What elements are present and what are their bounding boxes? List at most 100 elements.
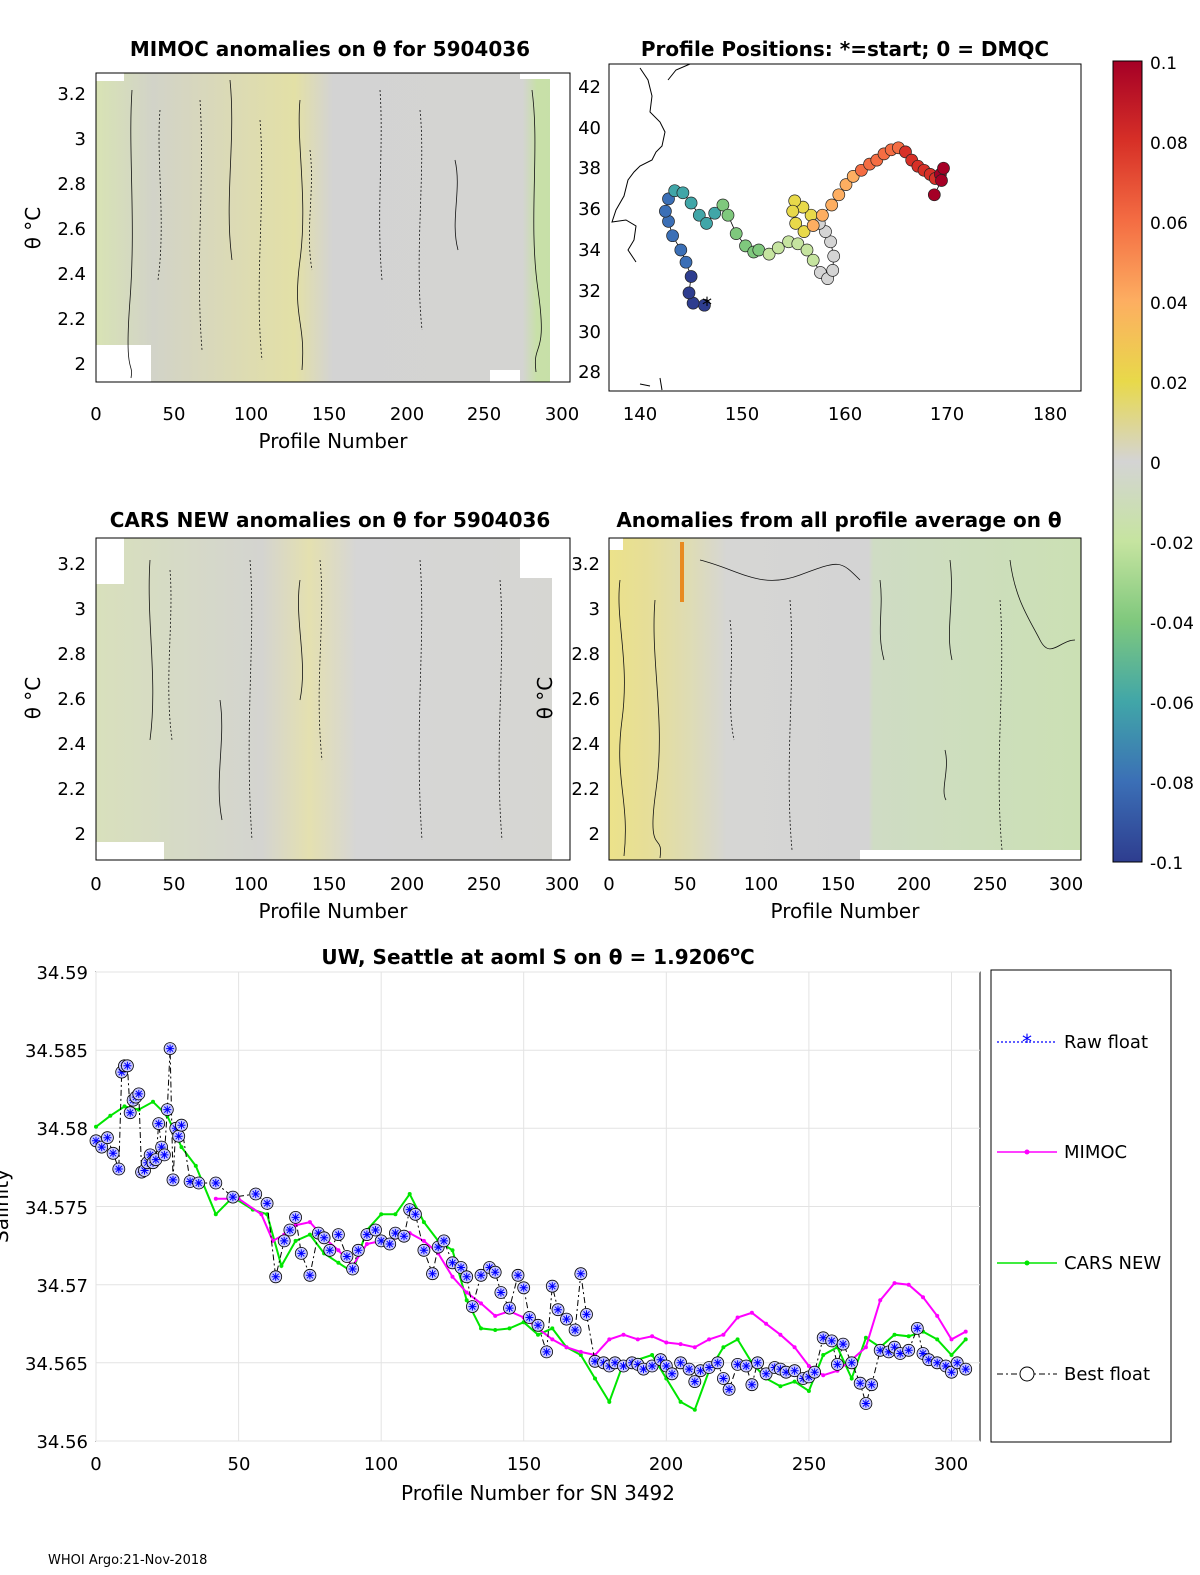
data-point-best-float: [711, 1356, 725, 1370]
profile-position-marker: [826, 264, 840, 277]
data-point-raw-float-star: [676, 1358, 685, 1367]
cb-tick: -0.04: [1150, 614, 1194, 634]
data-point-raw-float-star: [280, 1236, 289, 1245]
data-point-best-float: [175, 1118, 188, 1132]
data-point-best-float: [808, 1365, 821, 1379]
data-point-mimoc: [949, 1337, 954, 1342]
positions-y-ticks: 28 30 32 34 36 38 40 42: [578, 77, 601, 383]
data-point-mimoc: [778, 1332, 783, 1337]
data-point-best-float: [580, 1308, 593, 1321]
data-point-cars-new: [108, 1113, 113, 1118]
profile-position-marker: [935, 174, 948, 187]
cars-gaps: [96, 538, 570, 860]
data-point-raw-float-star: [696, 1366, 705, 1375]
positions-title: Profile Positions: *=start; 0 = DMQC: [641, 37, 1049, 61]
profile-position-marker: [824, 235, 837, 249]
x-tick: 0: [90, 874, 101, 895]
data-point-best-float: [121, 1059, 134, 1073]
data-point-raw-float-star: [924, 1355, 933, 1364]
data-point-raw-float-star: [194, 1179, 203, 1187]
data-point-raw-float-star: [733, 1360, 742, 1369]
data-point-best-float: [166, 1173, 180, 1187]
data-point-cars-new: [293, 1238, 298, 1243]
data-point-mimoc: [678, 1342, 683, 1347]
avg-x-ticks: 0 50 100 150 200 250 300: [603, 874, 1083, 895]
data-point-raw-float-star: [810, 1368, 819, 1377]
x-tick: 150: [725, 404, 759, 425]
x-tick: 300: [545, 404, 579, 425]
cars-panel: CARS NEW anomalies on θ for 5904036 0 50…: [21, 508, 579, 923]
data-point-best-float: [745, 1378, 759, 1392]
avg-ylabel: θ °C: [533, 677, 557, 720]
mimoc-panel: MIMOC anomalies on θ for 5904036 0 50 10…: [21, 37, 579, 453]
data-point-best-float: [172, 1129, 186, 1143]
data-point-raw-float-star: [496, 1288, 505, 1297]
x-tick: 250: [467, 404, 501, 425]
data-point-cars-new: [963, 1337, 968, 1342]
colorbar-bar: [1112, 60, 1143, 863]
data-point-best-float: [160, 1103, 174, 1116]
data-point-raw-float-star: [599, 1358, 608, 1367]
data-point-best-float: [260, 1197, 274, 1210]
avg-hot-streak: [680, 542, 684, 602]
data-point-mimoc: [564, 1345, 569, 1350]
data-point-best-float: [289, 1211, 303, 1224]
cb-tick: 0.08: [1150, 134, 1188, 154]
x-tick: 200: [390, 874, 424, 895]
data-point-raw-float-star: [947, 1368, 956, 1377]
salinity-title-end: C: [740, 945, 755, 969]
data-point-cars-new: [179, 1145, 184, 1150]
data-point-raw-float-star: [160, 1150, 169, 1159]
data-point-raw-float-star: [146, 1150, 155, 1159]
data-point-raw-float-star: [411, 1210, 420, 1219]
data-point-raw-float-star: [867, 1380, 876, 1389]
data-point-best-float: [294, 1247, 308, 1260]
data-point-raw-float-star: [174, 1132, 183, 1141]
x-tick: 250: [973, 874, 1007, 895]
profile-position-marker: [700, 217, 713, 230]
data-point-raw-float-star: [961, 1365, 970, 1374]
avg-xlabel: Profile Number: [771, 899, 921, 923]
x-tick: 200: [649, 1454, 683, 1475]
mimoc-y-ticks: 2 2.2 2.4 2.6 2.8 3 3.2: [57, 84, 86, 375]
data-point-raw-float-star: [719, 1374, 728, 1383]
data-point-raw-float-star: [790, 1366, 799, 1375]
data-point-cars-new: [792, 1379, 797, 1384]
data-point-raw-float-star: [400, 1232, 408, 1241]
data-point-raw-float-star: [134, 1089, 143, 1098]
data-point-mimoc: [906, 1282, 911, 1287]
data-point-best-float: [540, 1345, 553, 1359]
data-point-raw-float-star: [169, 1175, 177, 1184]
colorbar: 0.1 0.08 0.06 0.04 0.02 0 -0.02 -0.04 -0…: [1112, 54, 1194, 874]
profile-position-marker: [684, 270, 698, 283]
y-tick: 34: [578, 240, 601, 261]
data-point-best-float: [112, 1162, 126, 1176]
data-point-raw-float-star: [827, 1336, 836, 1345]
y-tick: 2.8: [571, 644, 600, 665]
data-point-best-float: [945, 1365, 958, 1379]
profile-position-marker: [797, 225, 811, 238]
x-tick: 150: [312, 874, 346, 895]
data-point-raw-float-star: [933, 1358, 942, 1367]
cb-tick: 0.02: [1150, 374, 1188, 394]
profile-position-marker: [816, 208, 829, 222]
salinity-grid: [95, 971, 980, 1442]
cars-contours: [148, 559, 503, 841]
data-point-cars-new: [593, 1376, 597, 1381]
data-point-raw-float-star: [571, 1326, 580, 1334]
data-point-best-float: [759, 1367, 773, 1381]
legend-box: [990, 969, 1172, 1443]
x-tick: 50: [228, 1454, 251, 1475]
data-point-cars-new: [735, 1337, 740, 1342]
profile-position-marker: [708, 206, 722, 220]
profile-position-marker: [827, 249, 841, 263]
profile-position-marker: [771, 241, 785, 255]
data-point-cars-new: [607, 1399, 612, 1404]
data-point-mimoc: [650, 1334, 655, 1339]
cb-tick: -0.02: [1150, 534, 1194, 554]
data-point-cars-new: [450, 1248, 455, 1253]
data-point-best-float: [383, 1237, 397, 1251]
x-tick: 100: [234, 874, 268, 895]
data-point-mimoc: [364, 1242, 369, 1246]
